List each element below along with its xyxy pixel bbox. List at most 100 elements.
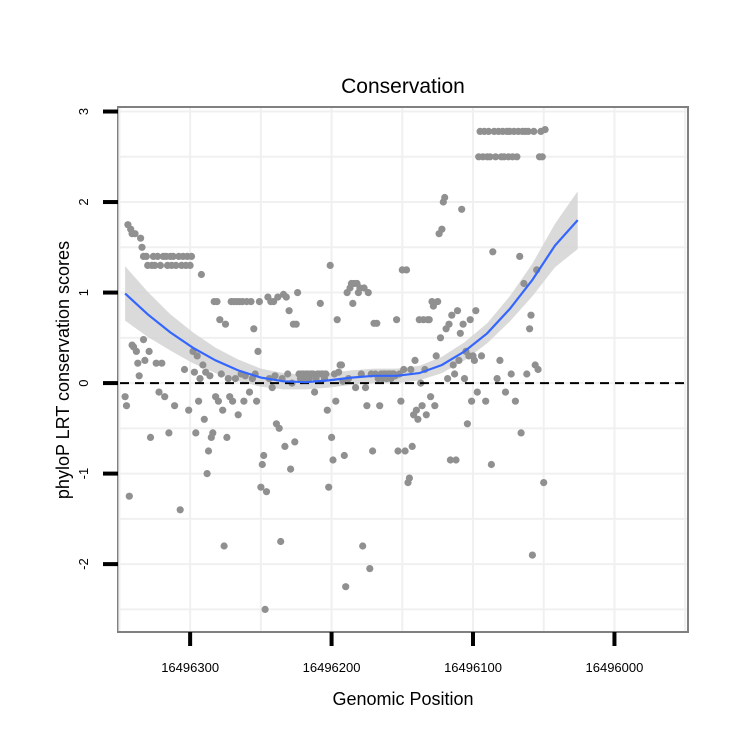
data-point bbox=[325, 483, 333, 491]
data-point bbox=[493, 375, 501, 383]
data-point bbox=[270, 298, 278, 306]
data-point bbox=[486, 153, 494, 161]
data-point bbox=[432, 352, 440, 360]
data-point bbox=[199, 361, 207, 369]
data-point bbox=[329, 456, 337, 464]
data-point bbox=[520, 279, 528, 288]
data-point bbox=[258, 460, 266, 469]
data-point bbox=[332, 397, 340, 405]
data-point bbox=[407, 365, 415, 374]
data-point bbox=[468, 397, 476, 405]
data-point bbox=[323, 406, 331, 414]
data-point bbox=[268, 384, 276, 392]
data-point bbox=[463, 420, 471, 428]
data-point bbox=[152, 359, 160, 367]
data-point bbox=[141, 356, 149, 364]
data-point bbox=[446, 456, 454, 464]
smooth-curve bbox=[124, 219, 579, 384]
data-point bbox=[125, 492, 133, 500]
data-point bbox=[142, 252, 150, 260]
data-point bbox=[427, 393, 435, 401]
data-point bbox=[139, 336, 148, 344]
data-point bbox=[146, 433, 155, 441]
data-point bbox=[485, 127, 493, 135]
data-point bbox=[254, 347, 262, 355]
data-point bbox=[285, 307, 293, 315]
data-point bbox=[322, 370, 330, 378]
data-point bbox=[158, 359, 166, 367]
data-point bbox=[223, 433, 231, 441]
x-tick-label: 16496000 bbox=[586, 660, 644, 675]
data-point bbox=[455, 356, 463, 364]
data-point bbox=[161, 393, 169, 401]
data-point bbox=[507, 370, 515, 378]
data-point bbox=[253, 397, 261, 405]
data-point bbox=[231, 375, 239, 383]
x-tick-label: 16496200 bbox=[303, 660, 361, 675]
data-point bbox=[190, 368, 198, 376]
data-point bbox=[470, 356, 478, 364]
x-axis-title: Genomic Position bbox=[332, 689, 473, 709]
data-point bbox=[456, 329, 464, 337]
data-point bbox=[204, 447, 213, 455]
data-point bbox=[277, 537, 285, 546]
data-point bbox=[213, 298, 221, 306]
data-point bbox=[523, 370, 531, 378]
data-point bbox=[206, 372, 214, 380]
data-point bbox=[393, 316, 401, 324]
data-point bbox=[414, 415, 422, 423]
x-axis: 16496300 16496200 16496100 16496000 bbox=[161, 632, 643, 675]
data-point bbox=[458, 205, 466, 213]
data-point bbox=[364, 289, 372, 297]
data-point bbox=[209, 429, 217, 437]
data-point bbox=[445, 320, 453, 328]
data-point bbox=[262, 488, 271, 496]
x-tick-label: 16496100 bbox=[444, 660, 502, 675]
data-point bbox=[137, 234, 145, 242]
data-point bbox=[271, 372, 279, 380]
data-point bbox=[541, 126, 549, 134]
data-point bbox=[294, 289, 302, 297]
data-point bbox=[460, 375, 469, 383]
data-point bbox=[274, 293, 282, 301]
data-point bbox=[335, 368, 343, 376]
data-point bbox=[292, 320, 300, 328]
data-point bbox=[131, 230, 139, 238]
data-point bbox=[217, 370, 225, 378]
data-point bbox=[352, 384, 360, 392]
data-point bbox=[360, 284, 368, 292]
data-point bbox=[401, 447, 409, 455]
data-point bbox=[473, 388, 481, 396]
data-point bbox=[400, 365, 408, 374]
data-point bbox=[193, 352, 201, 360]
data-point bbox=[434, 298, 442, 306]
data-point bbox=[155, 388, 163, 396]
data-point bbox=[448, 311, 456, 319]
data-point bbox=[412, 406, 420, 414]
data-point bbox=[122, 402, 131, 410]
data-point bbox=[361, 384, 370, 392]
data-point bbox=[342, 583, 350, 591]
data-point bbox=[431, 402, 439, 410]
data-point bbox=[145, 347, 153, 355]
data-point bbox=[402, 266, 411, 274]
data-point bbox=[340, 451, 348, 460]
data-point bbox=[528, 551, 537, 559]
data-point bbox=[538, 153, 546, 161]
data-point bbox=[156, 261, 164, 269]
data-point bbox=[517, 429, 525, 437]
data-point bbox=[337, 361, 346, 369]
data-points bbox=[121, 126, 549, 614]
y-tick-label: 3 bbox=[76, 108, 91, 115]
data-point bbox=[408, 442, 416, 450]
data-point bbox=[247, 298, 255, 306]
chart-title: Conservation bbox=[341, 75, 465, 98]
data-point bbox=[411, 356, 419, 364]
data-point bbox=[121, 393, 129, 401]
data-point bbox=[169, 252, 177, 260]
data-point bbox=[255, 298, 263, 306]
data-point bbox=[245, 388, 254, 396]
data-point bbox=[311, 388, 319, 396]
data-point bbox=[459, 320, 467, 328]
